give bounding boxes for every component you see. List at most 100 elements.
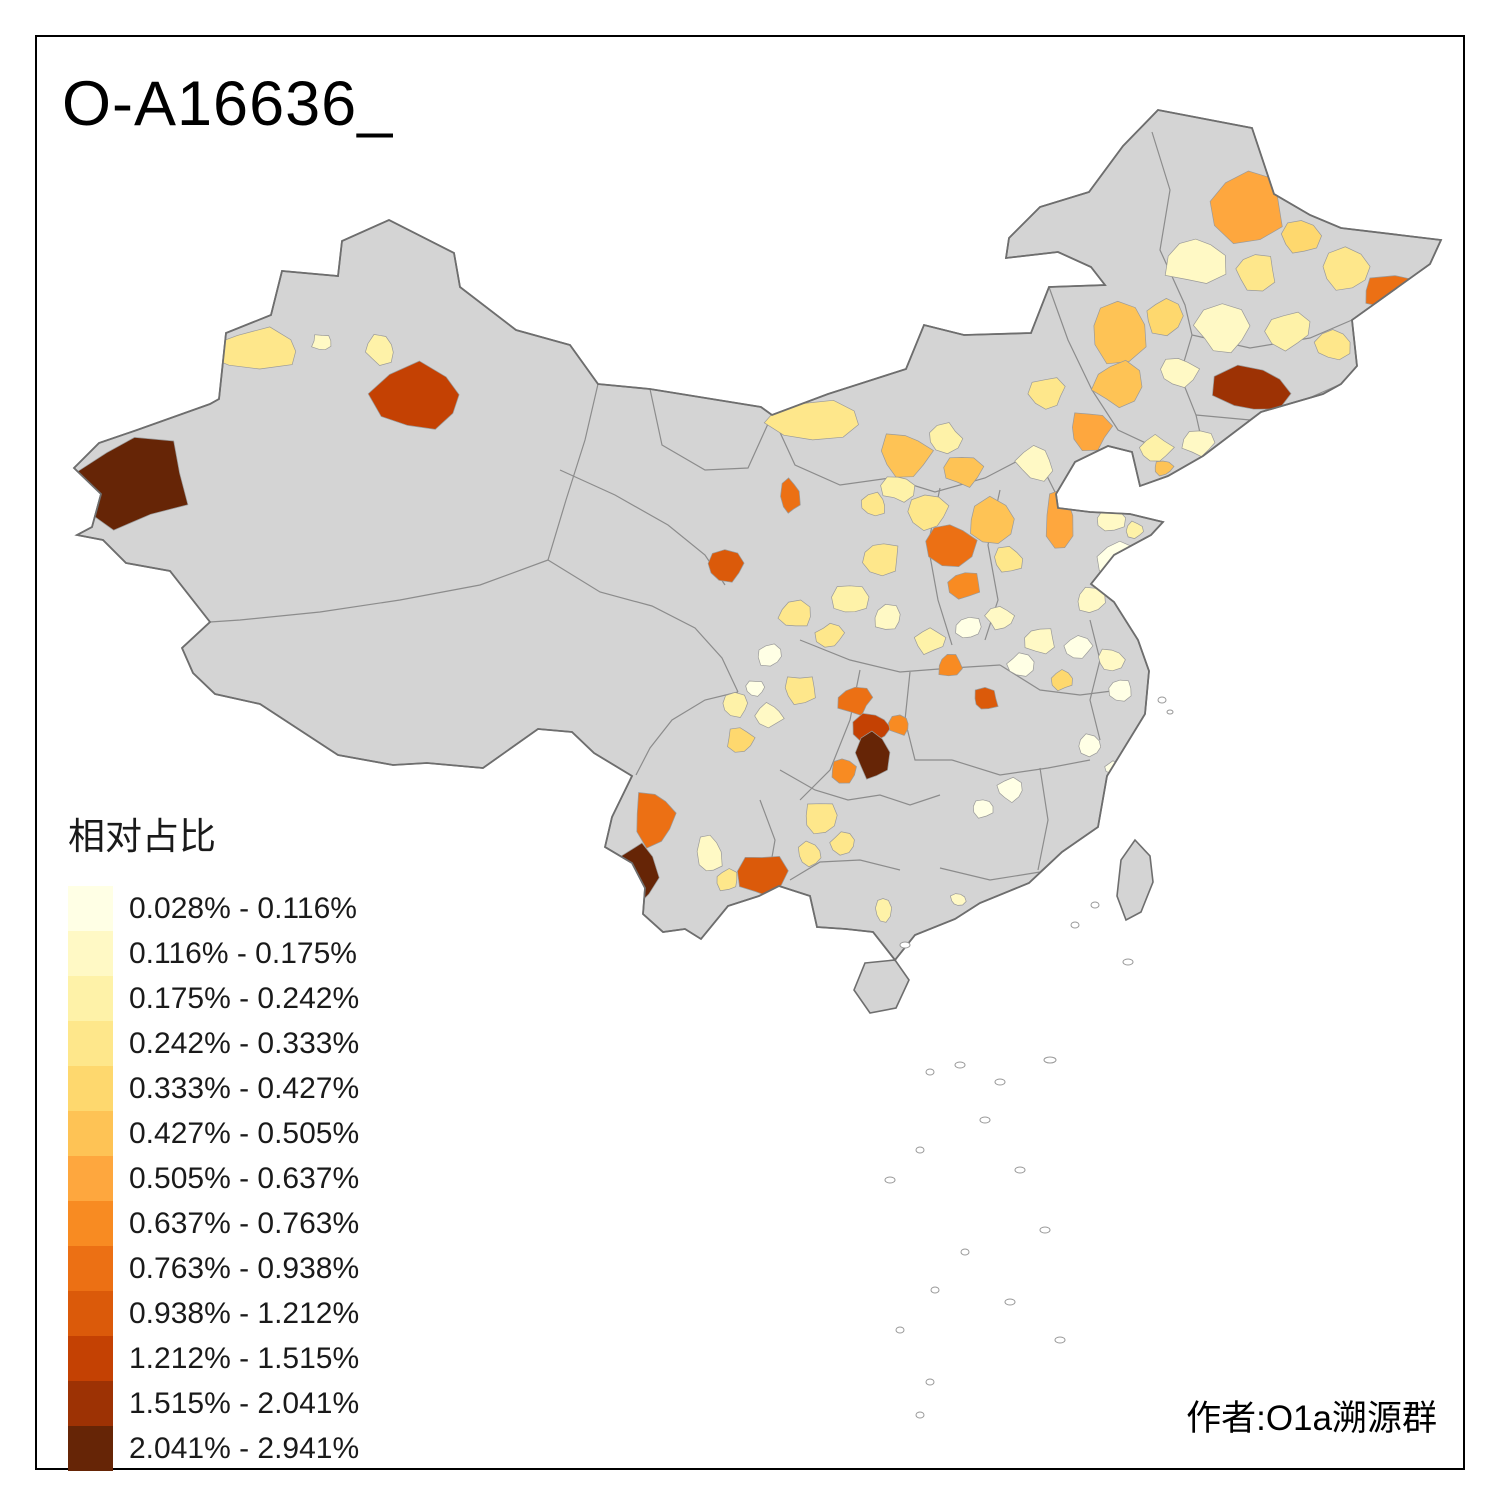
legend-swatch bbox=[68, 1201, 113, 1246]
map-region bbox=[1050, 669, 1073, 692]
map-region bbox=[1090, 359, 1143, 409]
map-region bbox=[716, 868, 738, 892]
legend-swatch bbox=[68, 1336, 113, 1381]
national-border bbox=[72, 109, 1443, 962]
legend-swatch bbox=[68, 976, 113, 1021]
island-mark bbox=[994, 1078, 1006, 1086]
province-border-line bbox=[1037, 767, 1049, 871]
legend-swatch bbox=[68, 1246, 113, 1291]
island-mark bbox=[1166, 709, 1174, 715]
legend-label: 0.175% - 0.242% bbox=[129, 981, 360, 1015]
legend-row: 1.212% - 1.515% bbox=[68, 1336, 359, 1381]
province-border-line bbox=[904, 671, 952, 761]
map-region bbox=[757, 643, 782, 667]
island-mark bbox=[1157, 696, 1167, 704]
legend-swatch bbox=[68, 1066, 113, 1111]
island-mark bbox=[1039, 1226, 1051, 1234]
island-mark bbox=[1090, 901, 1100, 909]
legend-row: 0.242% - 0.333% bbox=[68, 1021, 359, 1066]
island-mark bbox=[925, 1378, 935, 1386]
map-region bbox=[974, 687, 999, 710]
map-region bbox=[1093, 300, 1147, 365]
legend-label: 1.212% - 1.515% bbox=[129, 1341, 360, 1375]
map-region bbox=[1096, 505, 1126, 532]
map-region bbox=[805, 803, 838, 835]
map-region bbox=[1264, 311, 1311, 352]
legend-row: 1.515% - 2.041% bbox=[68, 1381, 359, 1426]
map-region bbox=[829, 831, 855, 856]
legend-label: 0.938% - 1.212% bbox=[129, 1296, 360, 1330]
island-mark bbox=[915, 1411, 925, 1419]
legend-row: 0.333% - 0.427% bbox=[68, 1066, 359, 1111]
legend-label: 0.116% - 0.175% bbox=[129, 936, 357, 970]
legend-swatch bbox=[68, 1381, 113, 1426]
map-region bbox=[745, 680, 766, 697]
map-region bbox=[943, 457, 985, 488]
map-region bbox=[696, 834, 723, 872]
legend-label: 0.427% - 0.505% bbox=[129, 1116, 360, 1150]
province-border-line bbox=[649, 388, 773, 471]
map-region bbox=[780, 477, 801, 514]
map-region bbox=[1146, 298, 1184, 337]
legend-title: 相对占比 bbox=[68, 816, 216, 857]
map-region bbox=[1078, 733, 1102, 758]
legend-label: 0.333% - 0.427% bbox=[129, 1071, 360, 1105]
province-border-line bbox=[635, 691, 739, 776]
legend-swatch bbox=[68, 886, 113, 931]
map-region bbox=[874, 603, 901, 630]
legend-label: 0.763% - 0.938% bbox=[129, 1251, 360, 1285]
map-region bbox=[996, 776, 1023, 804]
map-region bbox=[1072, 412, 1114, 452]
map-region bbox=[1045, 489, 1074, 549]
map-region bbox=[875, 898, 893, 923]
island-mark bbox=[1122, 958, 1134, 966]
map-region bbox=[860, 491, 885, 517]
legend-label: 0.505% - 0.637% bbox=[129, 1161, 360, 1195]
map-region bbox=[938, 654, 963, 677]
map-region bbox=[1125, 520, 1144, 539]
legend-row: 0.175% - 0.242% bbox=[68, 976, 359, 1021]
map-region bbox=[854, 730, 891, 780]
province-border-line bbox=[1089, 619, 1101, 741]
province-border-line bbox=[209, 559, 549, 623]
map-region bbox=[722, 692, 748, 718]
map-region bbox=[367, 360, 460, 430]
map-region bbox=[777, 599, 811, 627]
legend-row: 0.505% - 0.637% bbox=[68, 1156, 359, 1201]
island-mark bbox=[1054, 1336, 1066, 1344]
map-region bbox=[707, 549, 745, 583]
map-region bbox=[1154, 460, 1175, 477]
map-region bbox=[1014, 444, 1054, 482]
map-region bbox=[311, 334, 332, 351]
island-mark bbox=[895, 1326, 905, 1334]
map-region bbox=[76, 437, 189, 531]
legend-swatch bbox=[68, 1021, 113, 1066]
map-region bbox=[1127, 579, 1156, 601]
legend-row: 0.427% - 0.505% bbox=[68, 1111, 359, 1156]
province-border-line bbox=[547, 383, 739, 693]
legend-label: 0.242% - 0.333% bbox=[129, 1026, 360, 1060]
map-region bbox=[1138, 433, 1175, 462]
legend-label: 0.637% - 0.763% bbox=[129, 1206, 360, 1240]
map-region bbox=[880, 433, 934, 478]
island-mark bbox=[899, 941, 911, 949]
island-mark bbox=[979, 1116, 991, 1124]
map-region bbox=[1098, 648, 1126, 672]
province-border-line bbox=[999, 664, 1121, 696]
map-region bbox=[1192, 303, 1251, 354]
map-region bbox=[984, 606, 1016, 631]
map-region bbox=[754, 701, 785, 729]
island-mark bbox=[1014, 1166, 1026, 1174]
legend-label: 0.028% - 0.116% bbox=[129, 891, 357, 925]
map-region bbox=[1235, 254, 1276, 292]
province-border-line bbox=[799, 639, 1001, 673]
map-region bbox=[1212, 364, 1292, 410]
map-region bbox=[929, 422, 964, 455]
choropleth-regions bbox=[76, 170, 1431, 923]
map-region bbox=[880, 476, 916, 503]
legend-swatch bbox=[68, 1111, 113, 1156]
legend-row: 2.041% - 2.941% bbox=[68, 1426, 359, 1471]
map-region bbox=[797, 840, 822, 868]
map-region bbox=[1063, 635, 1094, 659]
